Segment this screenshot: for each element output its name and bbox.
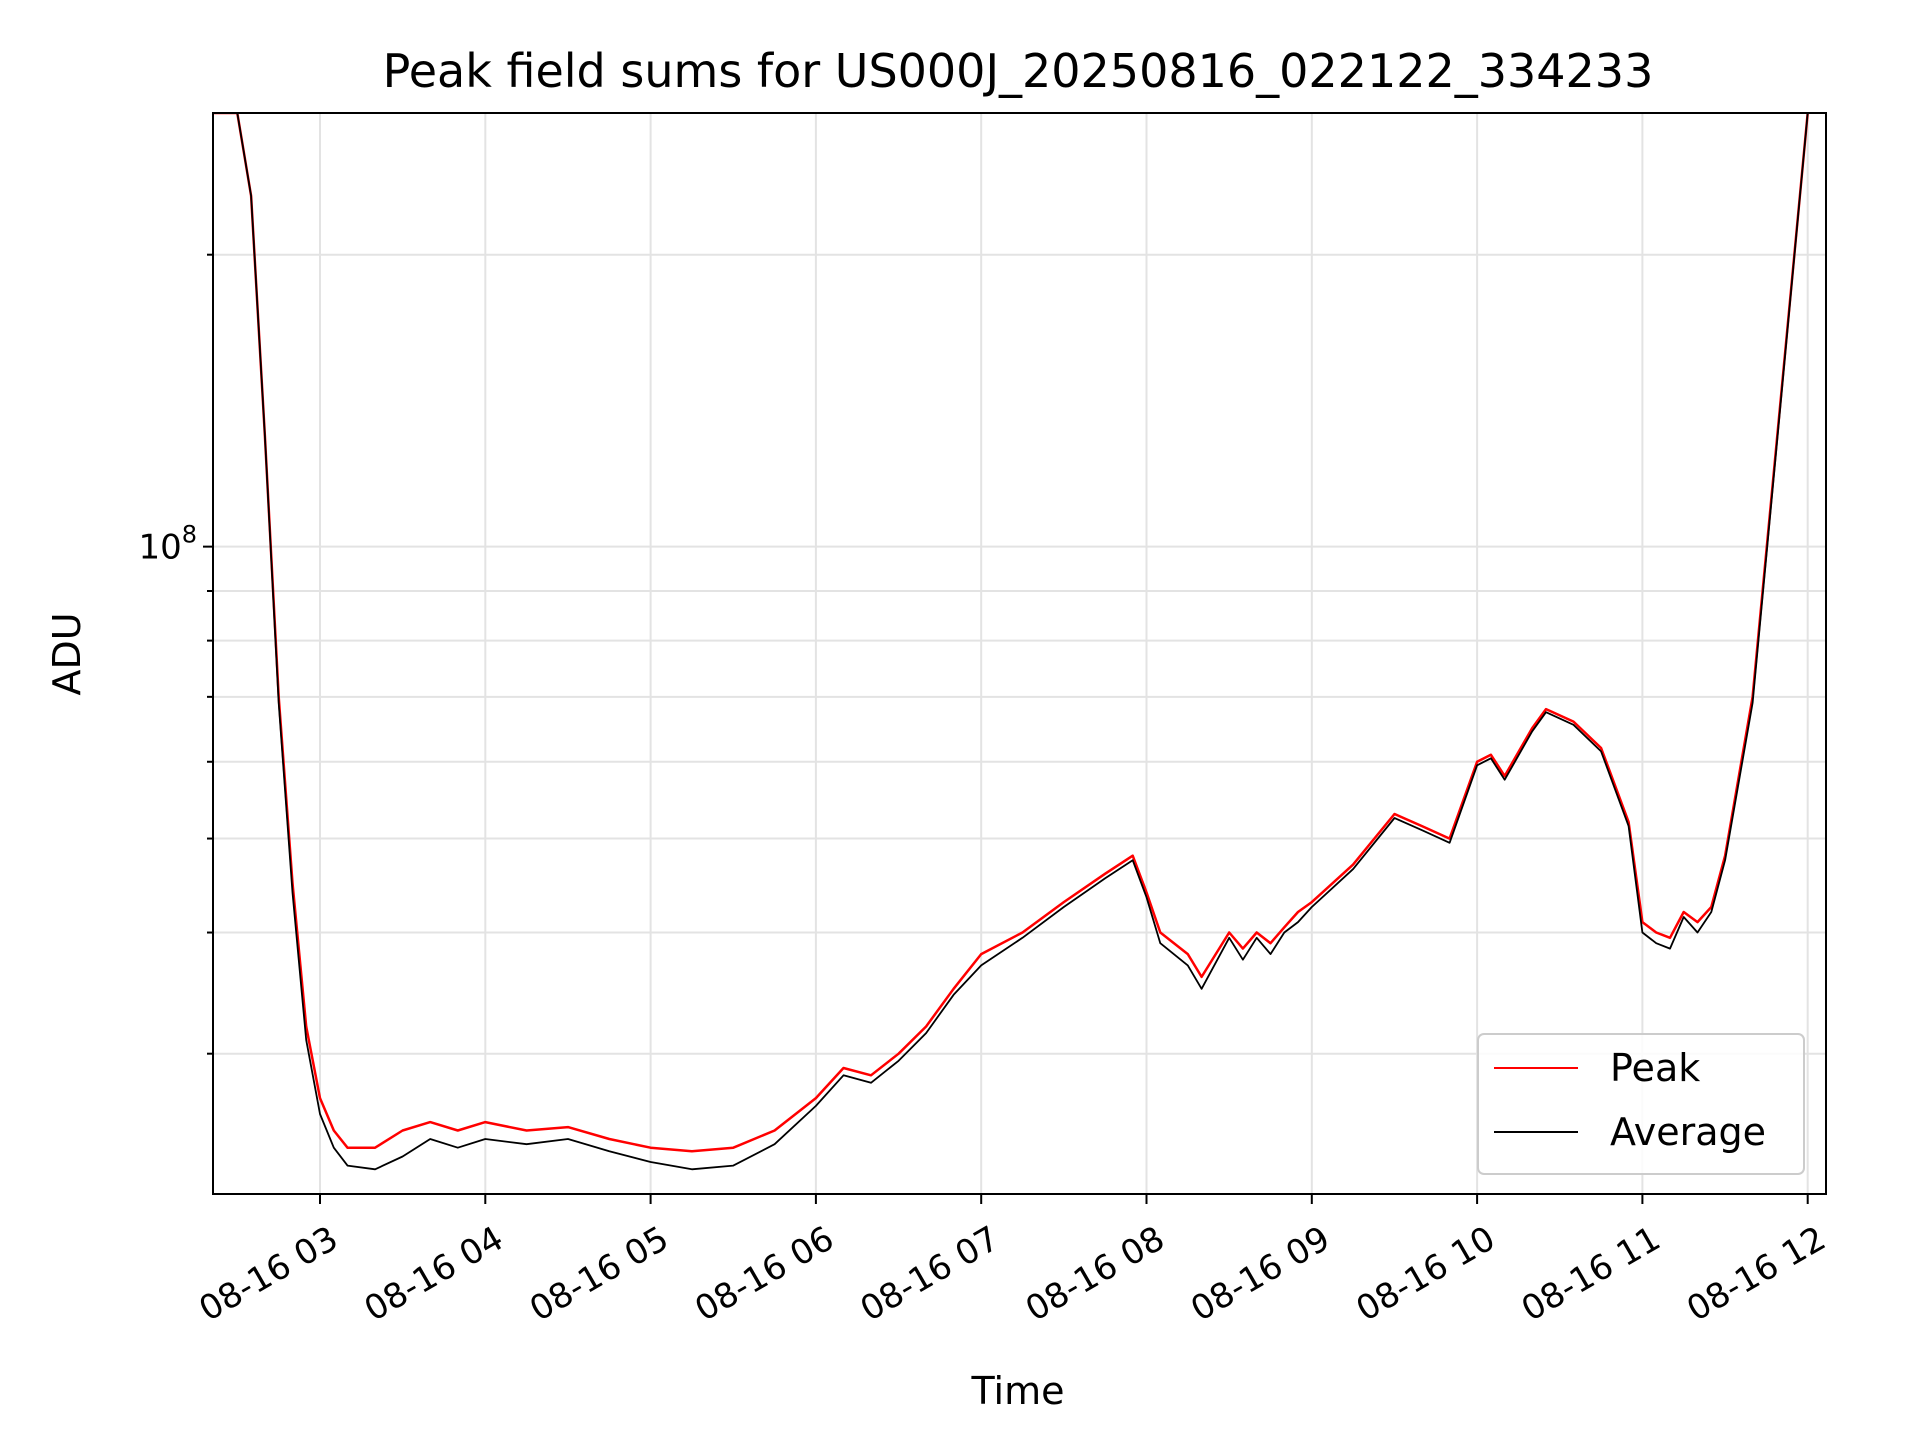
y-tick-exponent: 8 xyxy=(182,521,197,549)
y-axis: 108 xyxy=(138,253,213,1055)
x-axis-label: Time xyxy=(971,1369,1065,1413)
gridlines xyxy=(213,113,1826,1194)
series-layer xyxy=(213,113,1809,1171)
y-tick-base: 10 xyxy=(138,528,181,568)
y-axis-label: ADU xyxy=(45,612,89,695)
y-tick-label: 108 xyxy=(138,521,197,568)
legend-label-average: Average xyxy=(1610,1110,1766,1154)
series-line-average xyxy=(213,113,1809,1171)
chart-title: Peak field sums for US000J_20250816_0221… xyxy=(383,44,1654,98)
legend: Peak Average xyxy=(1477,1033,1805,1175)
series-line-peak xyxy=(213,113,1809,1153)
legend-label-peak: Peak xyxy=(1610,1046,1700,1090)
plot-frame xyxy=(212,112,1827,1195)
